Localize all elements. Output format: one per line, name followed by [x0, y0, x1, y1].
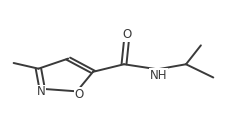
- Text: N: N: [36, 85, 45, 99]
- Text: O: O: [75, 88, 84, 101]
- Text: O: O: [122, 28, 132, 41]
- Text: NH: NH: [150, 69, 167, 82]
